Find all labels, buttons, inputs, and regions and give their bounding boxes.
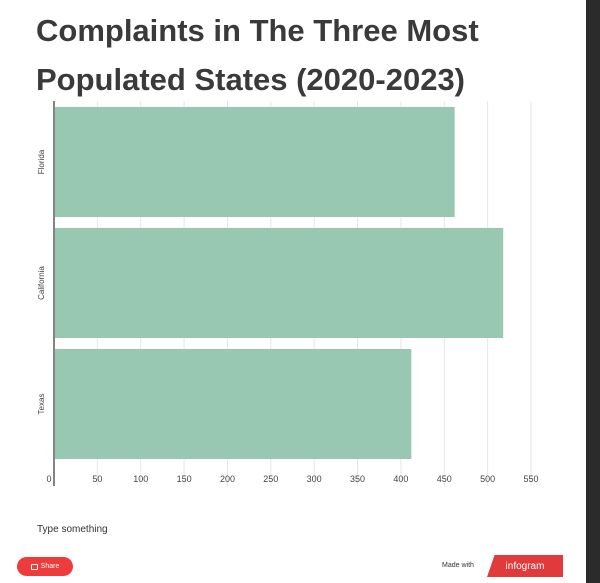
bar-california bbox=[55, 228, 504, 338]
bar-florida bbox=[55, 107, 455, 217]
x-tick-label: 400 bbox=[393, 474, 408, 484]
x-tick-label: 350 bbox=[350, 474, 365, 484]
x-tick-label: 100 bbox=[133, 474, 148, 484]
infogram-logo-link[interactable]: infogram bbox=[487, 555, 563, 577]
right-edge-bar bbox=[586, 0, 600, 583]
share-button[interactable]: Share bbox=[17, 557, 73, 576]
x-tick-label: 50 bbox=[92, 474, 102, 484]
x-tick-label: 300 bbox=[307, 474, 322, 484]
x-tick-label: 500 bbox=[480, 474, 495, 484]
x-tick-label: 550 bbox=[523, 474, 538, 484]
bar-chart: Florida California Texas 0 50 100 150 200 250 30… bbox=[37, 101, 539, 486]
footnote: Type something bbox=[37, 524, 108, 535]
category-label: Texas bbox=[37, 394, 46, 415]
x-tick-label: 450 bbox=[437, 474, 452, 484]
share-label: Share bbox=[40, 563, 60, 570]
x-tick-labels: 0 50 100 150 200 250 300 350 400 450 500 550 bbox=[46, 474, 538, 484]
made-with-label: Made with bbox=[442, 562, 474, 569]
bar-texas bbox=[55, 349, 412, 459]
category-label: California bbox=[37, 266, 46, 300]
x-tick-label: 200 bbox=[220, 474, 235, 484]
bars bbox=[55, 107, 504, 459]
x-tick-label: 0 bbox=[46, 474, 51, 484]
chart-title: Complaints in The Three Most Populated S… bbox=[36, 13, 479, 97]
x-tick-label: 250 bbox=[263, 474, 278, 484]
category-label: Florida bbox=[37, 149, 46, 174]
x-tick-label: 150 bbox=[177, 474, 192, 484]
share-icon bbox=[30, 563, 38, 570]
category-labels: Florida California Texas bbox=[37, 149, 46, 414]
